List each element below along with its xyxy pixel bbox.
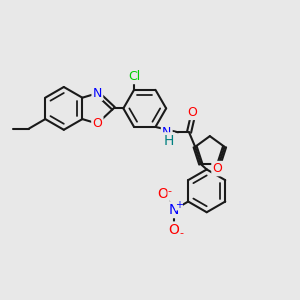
Text: +: + bbox=[175, 200, 183, 210]
Text: H: H bbox=[164, 134, 174, 148]
Text: N: N bbox=[162, 126, 171, 139]
Text: Cl: Cl bbox=[128, 70, 140, 83]
Text: -: - bbox=[179, 228, 183, 238]
Text: O: O bbox=[212, 162, 222, 175]
Text: O: O bbox=[158, 188, 168, 201]
Text: O: O bbox=[92, 117, 102, 130]
Text: -: - bbox=[167, 186, 171, 196]
Text: O: O bbox=[188, 106, 197, 119]
Text: N: N bbox=[169, 203, 179, 217]
Text: O: O bbox=[169, 223, 179, 237]
Text: N: N bbox=[93, 87, 102, 100]
